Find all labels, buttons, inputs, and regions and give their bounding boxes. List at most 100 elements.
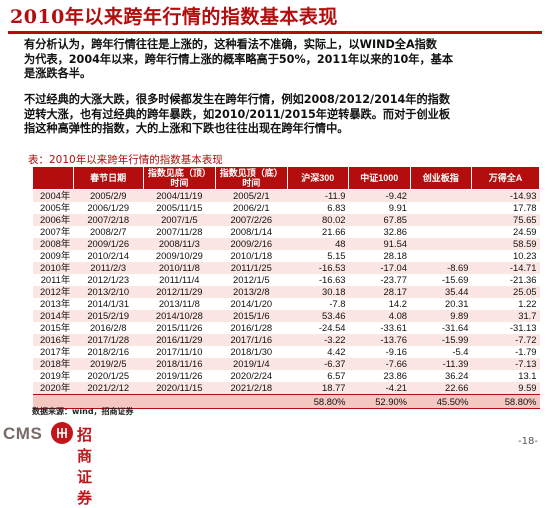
cell-csi1000: -17.04 [348, 262, 410, 274]
cell-spring-festival-date: 2008/2/7 [73, 226, 144, 238]
cell-year: 2012年 [32, 286, 74, 298]
cell-spring-festival-date: 2011/2/3 [73, 262, 144, 274]
cell-csi1000: 28.18 [348, 250, 410, 262]
cell-hs300: 6.83 [287, 202, 349, 214]
cell-year: 2004年 [32, 189, 74, 202]
cell-year: 2006年 [32, 214, 74, 226]
cell-chinext: 9.89 [410, 310, 472, 322]
cell-spring-festival-date: 2018/2/16 [73, 346, 144, 358]
paragraph-line: 是涨跌各半。 [24, 67, 92, 80]
header-top-time: 指数见顶（底）时间 [215, 166, 288, 190]
cell-wind-all-a: -7.72 [471, 334, 540, 346]
cell-bottom-time: 2014/10/28 [143, 310, 216, 322]
cell-year: 2017年 [32, 346, 74, 358]
cell-wind-all-a: 9.59 [471, 382, 540, 395]
cell-bottom-time: 2015/11/26 [143, 322, 216, 334]
cell-top-time: 2012/1/5 [215, 274, 288, 286]
cell-csi1000: 23.86 [348, 370, 410, 382]
cell-wind-all-a: 75.65 [471, 214, 540, 226]
cell-hs300: 4.42 [287, 346, 349, 358]
header-wind-all-a: 万得全A [470, 166, 541, 190]
cell-bottom-time: 2017/11/10 [143, 346, 216, 358]
table-row: 2013年 2014/1/31 2013/11/8 2014/1/20 -7.8 14.2… [32, 298, 540, 310]
paragraph-line: 不过经典的大涨大跌，很多时候都发生在跨年行情，例如2008/2012/2014年… [24, 93, 451, 106]
cell-year: 2014年 [32, 310, 74, 322]
cell-wind-all-a: -14.71 [471, 262, 540, 274]
cell-bottom-time: 2020/11/15 [143, 382, 216, 395]
cell-chinext: -15.99 [410, 334, 472, 346]
cell-csi1000: -13.76 [348, 334, 410, 346]
cell-chinext [410, 226, 472, 238]
cell-year: 2018年 [32, 358, 74, 370]
cell-spring-festival-date: 2006/1/29 [73, 202, 144, 214]
cell-spring-festival-date: 2013/2/10 [73, 286, 144, 298]
cell-hs300: 21.66 [287, 226, 349, 238]
cell-wind-all-a: -14.93 [471, 189, 540, 202]
header-year [32, 166, 74, 190]
footer-cell [32, 394, 74, 409]
paragraph-line: 指这种高弹性的指数，大的上涨和下跌也往往出现在跨年行情中。 [24, 122, 349, 135]
cell-chinext: 36.24 [410, 370, 472, 382]
footer-up-ratio-csi1000: 52.90% [348, 394, 410, 409]
cell-bottom-time: 2009/10/29 [143, 250, 216, 262]
cell-top-time: 2010/1/18 [215, 250, 288, 262]
table-row: 2006年 2007/2/18 2007/1/5 2007/2/26 80.02 67.8… [32, 214, 540, 226]
cell-bottom-time: 2005/11/15 [143, 202, 216, 214]
table-footer-row: 58.80% 52.90% 45.50% 58.80% [32, 394, 540, 409]
cell-hs300: -16.63 [287, 274, 349, 286]
cell-wind-all-a: -1.79 [471, 346, 540, 358]
cell-top-time: 2019/1/4 [215, 358, 288, 370]
cell-spring-festival-date: 2007/2/18 [73, 214, 144, 226]
cell-bottom-time: 2011/11/4 [143, 274, 216, 286]
cell-year: 2005年 [32, 202, 74, 214]
paragraph-1: 有分析认为，跨年行情往往是上涨的，这种看法不准确，实际上，以WIND全A指数 为… [24, 38, 538, 82]
cell-top-time: 2014/1/20 [215, 298, 288, 310]
cell-spring-festival-date: 2020/1/25 [73, 370, 144, 382]
cell-csi1000: -4.21 [348, 382, 410, 395]
cell-hs300: 5.15 [287, 250, 349, 262]
header-hs300: 沪深300 [286, 166, 350, 190]
cell-chinext: -8.69 [410, 262, 472, 274]
cell-spring-festival-date: 2015/2/19 [73, 310, 144, 322]
cell-bottom-time: 2008/11/3 [143, 238, 216, 250]
cell-chinext: -15.69 [410, 274, 472, 286]
table-caption: 表：2010年以来跨年行情的指数基本表现 [28, 154, 223, 166]
cell-spring-festival-date: 2016/2/8 [73, 322, 144, 334]
cell-chinext [410, 250, 472, 262]
cell-year: 2009年 [32, 250, 74, 262]
cell-hs300: -16.53 [287, 262, 349, 274]
table-row: 2016年 2017/1/28 2016/11/29 2017/1/16 -3.22 -1… [32, 334, 540, 346]
cell-top-time: 2016/1/28 [215, 322, 288, 334]
footer-up-ratio-hs300: 58.80% [287, 394, 349, 409]
footer-cell [73, 394, 144, 409]
paragraph-line: 逆转大涨，也有过经典的跨年暴跌，如2010/2011/2015年逆转暴跌。而对于… [24, 107, 451, 121]
cell-csi1000: 91.54 [348, 238, 410, 250]
cell-top-time: 2005/2/1 [215, 189, 288, 202]
cell-csi1000: 32.86 [348, 226, 410, 238]
paragraph-2: 不过经典的大涨大跌，很多时候都发生在跨年行情，例如2008/2012/2014年… [24, 93, 538, 137]
cell-year: 2020年 [32, 382, 74, 395]
cell-wind-all-a: 24.59 [471, 226, 540, 238]
paragraph-line: 为代表，2004年以来，跨年行情上涨的概率略高于50%，2011年以来的10年，… [24, 52, 454, 66]
cell-spring-festival-date: 2017/1/28 [73, 334, 144, 346]
cell-csi1000: 28.17 [348, 286, 410, 298]
cell-hs300: 80.02 [287, 214, 349, 226]
table-row: 2007年 2008/2/7 2007/11/28 2008/1/14 21.66 32.… [32, 226, 540, 238]
cell-bottom-time: 2012/11/29 [143, 286, 216, 298]
cell-spring-festival-date: 2014/1/31 [73, 298, 144, 310]
cell-spring-festival-date: 2010/2/14 [73, 250, 144, 262]
cell-chinext: 35.44 [410, 286, 472, 298]
footer-cell [215, 394, 288, 409]
cell-top-time: 2017/1/16 [215, 334, 288, 346]
cell-wind-all-a: 25.05 [471, 286, 540, 298]
cell-top-time: 2007/2/26 [215, 214, 288, 226]
cell-csi1000: 14.2 [348, 298, 410, 310]
footer-up-ratio-wind-all-a: 58.80% [471, 394, 540, 409]
table-row: 2018年 2019/2/5 2018/11/16 2019/1/4 -6.37 -7.6… [32, 358, 540, 370]
cell-csi1000: -23.77 [348, 274, 410, 286]
cell-year: 2016年 [32, 334, 74, 346]
cell-chinext: -31.64 [410, 322, 472, 334]
cell-year: 2019年 [32, 370, 74, 382]
cell-top-time: 2020/2/24 [215, 370, 288, 382]
cell-top-time: 2018/1/30 [215, 346, 288, 358]
